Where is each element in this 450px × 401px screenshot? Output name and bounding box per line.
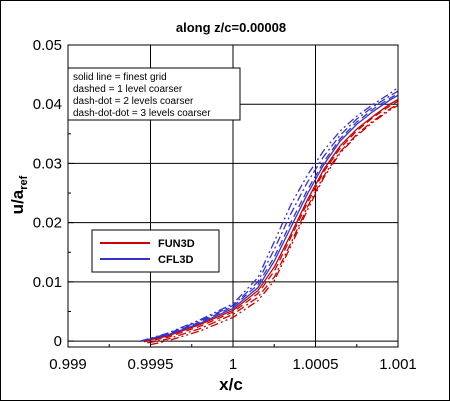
series-line-cfl3d-dash-dot-dot <box>140 87 399 342</box>
x-tick-label: 1 <box>229 356 237 373</box>
series-line-fun3d-dash-dot-dot <box>150 104 399 346</box>
note-line-2: dashed = 1 level coarser <box>73 84 183 95</box>
y-tick-label: 0.05 <box>33 37 62 54</box>
y-tick-label: 0 <box>54 333 62 350</box>
y-tick-label: 0.01 <box>33 274 62 291</box>
svg-text:u/aref: u/aref <box>8 175 30 214</box>
y-axis-label-sub: ref <box>18 175 30 189</box>
x-axis-label: x/c <box>219 375 243 394</box>
y-axis-label: u/aref <box>8 175 30 214</box>
series-line-fun3d-solid <box>143 98 399 342</box>
note-line-3: dash-dot = 2 levels coarser <box>73 96 194 107</box>
chart-title: along z/c=0.00008 <box>176 20 286 35</box>
axis-ticks: 0.999 0.9995 1 1.0005 1.001 0 0.01 0.02 0.03 0.04… <box>33 37 417 373</box>
note-line-4: dash-dot-dot = 3 levels coarser <box>73 108 211 119</box>
legend-label-fun3d: FUN3D <box>158 238 195 250</box>
note-line-1: solid line = finest grid <box>73 72 167 83</box>
series-line-cfl3d-solid <box>140 94 399 342</box>
series-line-fun3d-dash-dot <box>147 103 399 344</box>
x-tick-label: 1.001 <box>379 356 417 373</box>
legend-label-cfl3d: CFL3D <box>158 254 194 266</box>
y-axis-label-main: u/a <box>8 189 27 214</box>
plot-series <box>140 87 399 346</box>
y-tick-label: 0.04 <box>33 96 62 113</box>
legend-border <box>91 229 220 273</box>
x-tick-label: 0.999 <box>49 356 87 373</box>
x-tick-label: 0.9995 <box>128 356 174 373</box>
x-tick-label: 1.0005 <box>293 356 339 373</box>
series-line-fun3d-dashed <box>143 100 399 343</box>
y-tick-label: 0.02 <box>33 215 62 232</box>
series-line-cfl3d-dashed <box>140 93 399 342</box>
legend: FUN3D CFL3D <box>91 229 220 273</box>
note-box: solid line = finest grid dashed = 1 leve… <box>67 67 241 121</box>
y-tick-label: 0.03 <box>33 155 62 172</box>
series-line-cfl3d-dash-dot <box>140 90 399 342</box>
note-box-border <box>67 67 241 121</box>
